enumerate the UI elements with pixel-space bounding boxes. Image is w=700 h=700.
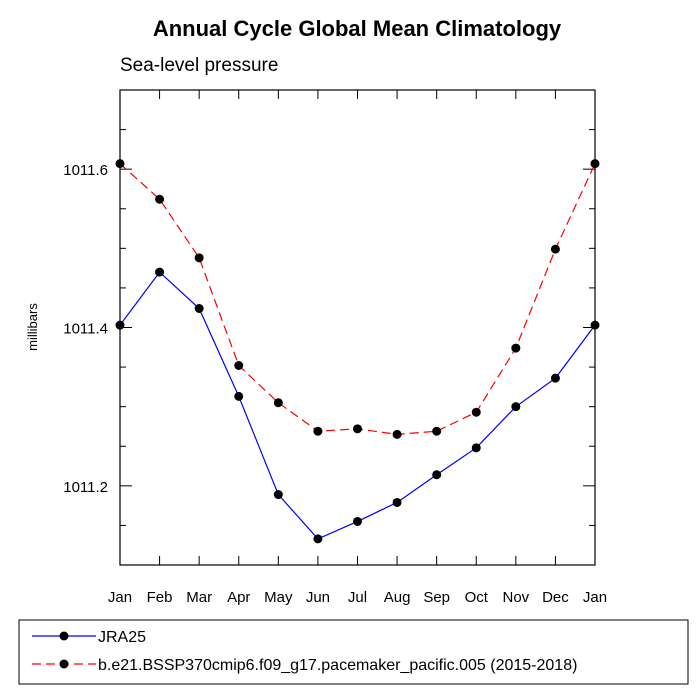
series-1-point — [353, 424, 362, 434]
series-1-point — [511, 343, 521, 353]
series-0-point — [432, 470, 442, 480]
legend-label-jra25: JRA25 — [98, 629, 146, 646]
series-line-1 — [119, 163, 596, 435]
legend-marker-jra25 — [59, 631, 69, 641]
chart-subtitle: Sea-level pressure — [120, 55, 278, 76]
x-tick-label: Nov — [502, 589, 529, 606]
series-1-point — [432, 426, 442, 436]
series-1-point — [234, 361, 244, 370]
series-0-point — [194, 304, 204, 313]
y-tick-label: 1011.6 — [63, 162, 108, 179]
series-0-point — [392, 497, 402, 507]
y-axis-label: millibars — [25, 303, 40, 351]
series-0-point — [550, 373, 560, 383]
series-0-point — [471, 443, 481, 453]
chart-title: Annual Cycle Global Mean Climatology — [153, 16, 562, 41]
series-1-point — [273, 398, 283, 408]
series-1-point — [550, 244, 560, 254]
legend-box — [18, 619, 689, 685]
x-tick-label: Apr — [227, 589, 250, 606]
series-0-point — [234, 391, 244, 401]
series-1-point — [471, 407, 481, 417]
x-tick-label: Jan — [108, 589, 132, 606]
series-0-point — [353, 516, 362, 526]
series-0-point — [313, 534, 323, 544]
series-0-point — [155, 267, 165, 277]
plot-frame — [119, 89, 596, 566]
x-tick-label: Dec — [542, 589, 569, 606]
x-tick-label: Mar — [186, 589, 212, 606]
series-1-point — [392, 429, 402, 439]
x-tick-label: Jul — [348, 589, 367, 606]
series-1-point — [155, 194, 165, 204]
legend-label-pacemaker: b.e21.BSSP370cmip6.f09_g17.pacemaker_pac… — [98, 657, 577, 674]
series-1-point — [194, 253, 204, 263]
legend: JRA25 b.e21.BSSP370cmip6.f09_g17.pacemak… — [18, 619, 689, 685]
x-tick-label: Oct — [465, 589, 489, 606]
x-tick-label: Jun — [306, 589, 330, 606]
x-tick-label: Jan — [583, 589, 607, 606]
x-tick-label: Aug — [384, 589, 411, 606]
series-line-0 — [119, 271, 596, 540]
x-tick-label: Sep — [423, 589, 450, 606]
x-tick-label: May — [264, 589, 293, 606]
y-tick-label: 1011.4 — [63, 321, 108, 338]
series-0-point — [511, 402, 521, 412]
x-tick-label: Feb — [147, 589, 173, 606]
legend-marker-pacemaker — [59, 659, 69, 669]
y-tick-label: 1011.2 — [63, 479, 108, 496]
series-1-point — [313, 426, 323, 436]
series-0-point — [273, 490, 283, 500]
